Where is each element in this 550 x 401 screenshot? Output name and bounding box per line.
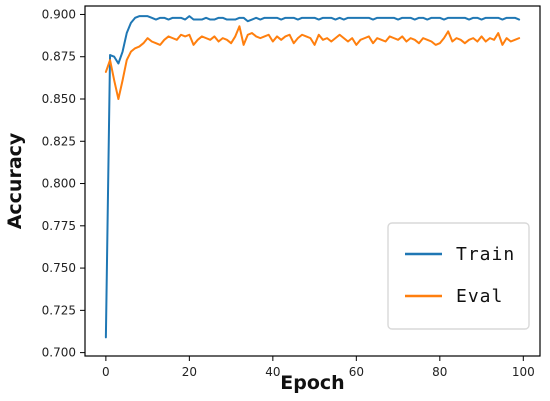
- y-tick-label-0.700: 0.700: [42, 346, 76, 360]
- x-tick-label-0: 0: [102, 365, 110, 379]
- legend: Train Eval: [387, 222, 530, 330]
- legend-eval-label: Eval: [456, 286, 503, 307]
- y-tick-label-0.775: 0.775: [42, 219, 76, 233]
- x-tick-label-100: 100: [512, 365, 535, 379]
- legend-box: [387, 222, 530, 330]
- x-ticks: 0 20 40 60 80 100: [102, 356, 535, 379]
- x-tick-label-20: 20: [182, 365, 197, 379]
- y-tick-label-0.750: 0.750: [42, 261, 76, 275]
- series-line-train: [104, 15, 521, 339]
- y-tick-label-0.725: 0.725: [42, 303, 76, 317]
- legend-train-label: Train: [456, 244, 515, 265]
- y-tick-label-0.900: 0.900: [42, 7, 76, 21]
- y-tick-label-0.800: 0.800: [42, 177, 76, 191]
- x-tick-label-40: 40: [265, 365, 280, 379]
- y-tick-label-0.875: 0.875: [42, 50, 76, 64]
- series-line-eval: [104, 25, 521, 100]
- y-tick-label-0.850: 0.850: [42, 92, 76, 106]
- y-tick-label-0.825: 0.825: [42, 134, 76, 148]
- y-ticks: 0.700 0.725 0.750 0.775 0.800 0.825 0.850 0.875…: [42, 7, 85, 360]
- x-axis-title: Epoch: [280, 372, 344, 394]
- y-axis-title: Accuracy: [4, 132, 26, 229]
- x-tick-label-80: 80: [432, 365, 447, 379]
- series-layer: [104, 15, 521, 339]
- x-tick-label-60: 60: [349, 365, 364, 379]
